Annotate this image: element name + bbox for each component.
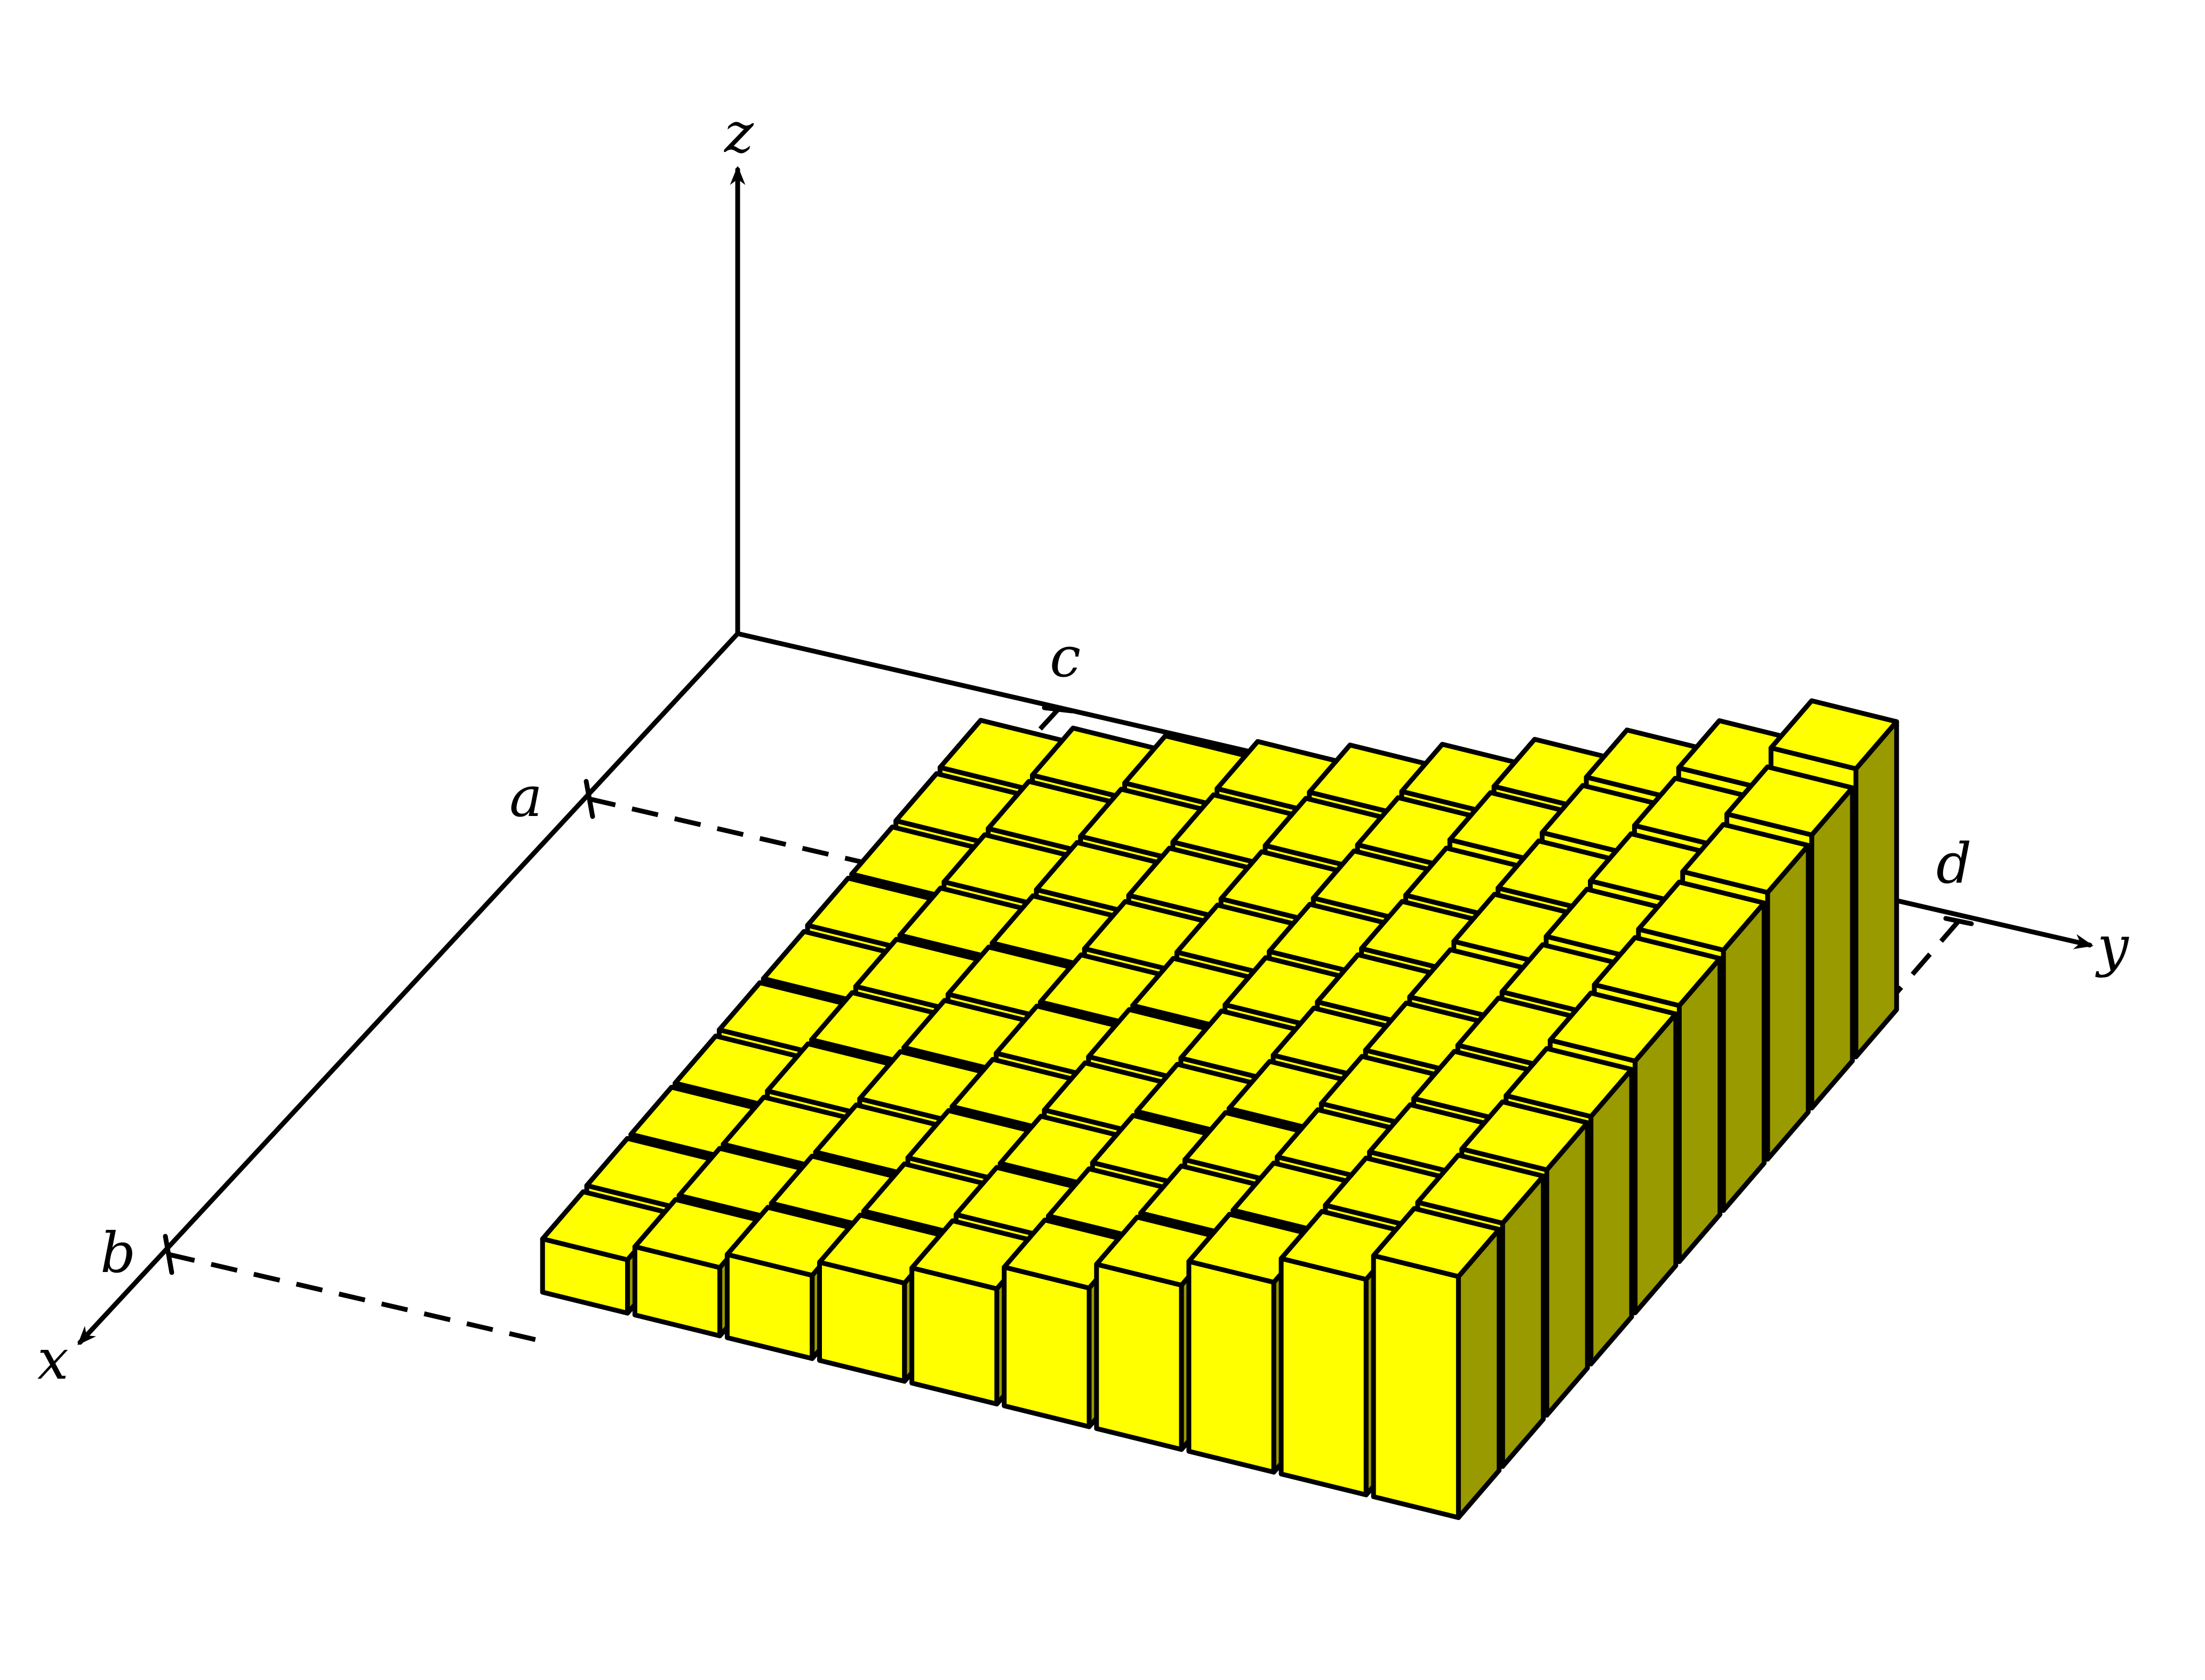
bar-front-face <box>909 1265 1000 1406</box>
bar-side-face <box>1721 900 1767 1213</box>
bar-top-face <box>1636 879 1767 953</box>
labels: z x y a b c d <box>37 100 2129 1392</box>
label-b: b <box>100 1220 136 1285</box>
bar-top-face <box>1459 1099 1590 1172</box>
label-x: x <box>37 1327 69 1392</box>
bar-top-face <box>1724 764 1855 837</box>
bar-front-face <box>1279 1256 1369 1498</box>
bar-side-face <box>1544 1120 1590 1418</box>
bar-side-face <box>1633 1011 1679 1315</box>
bar-side-face <box>1809 785 1855 1110</box>
guide-b <box>167 1252 537 1342</box>
bar-top-face <box>1768 698 1899 771</box>
x-axis <box>77 631 740 1346</box>
bar-front-face <box>1002 1265 1092 1429</box>
bar <box>1371 1206 1502 1520</box>
bar-top-face <box>1504 1046 1634 1119</box>
bar-top-face <box>1547 990 1679 1063</box>
label-z: z <box>723 100 754 165</box>
bars <box>540 698 1899 1520</box>
bar-top-face <box>1680 822 1811 895</box>
bar-side-face <box>1854 719 1899 1059</box>
bar-top-face <box>1371 1206 1502 1279</box>
bar-front-face <box>1371 1253 1461 1520</box>
bar-top-face <box>1415 1153 1546 1226</box>
bar-side-face <box>1676 956 1723 1264</box>
label-a: a <box>509 764 542 829</box>
bar-side-face <box>1588 1067 1634 1366</box>
label-d: d <box>1936 831 1972 896</box>
bar-top-face <box>1592 935 1723 1008</box>
label-c: c <box>1050 625 1081 690</box>
bar-side-face <box>1765 843 1811 1162</box>
bar-front-face <box>1186 1259 1276 1475</box>
bar-front-face <box>1094 1262 1184 1452</box>
label-y: y <box>2095 914 2129 979</box>
guide-a <box>588 796 929 880</box>
